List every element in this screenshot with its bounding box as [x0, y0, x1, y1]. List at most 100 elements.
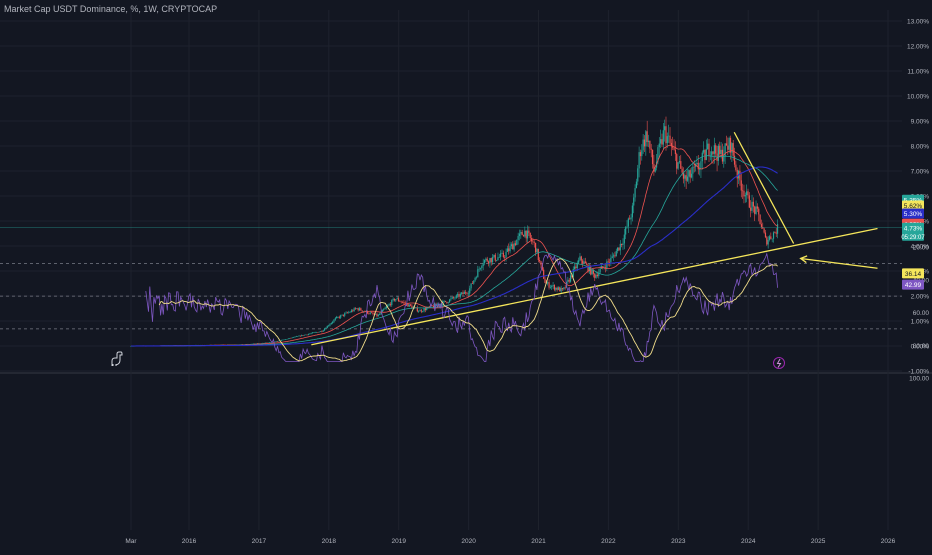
candle-body — [439, 303, 441, 306]
candle-body — [760, 224, 763, 227]
candle-body — [334, 318, 336, 320]
candle-body — [638, 152, 640, 169]
candle-body — [327, 325, 330, 327]
candle-body — [344, 313, 346, 316]
candle-body — [254, 343, 256, 345]
candle-body — [514, 243, 517, 246]
candle-body — [255, 343, 257, 344]
candle-body — [568, 279, 570, 282]
candle-body — [731, 143, 733, 153]
lightning-icon-ring[interactable] — [773, 357, 785, 369]
candle-body — [493, 254, 495, 258]
candle-body — [280, 339, 283, 341]
candle-body — [677, 162, 679, 169]
candle-body — [302, 335, 304, 336]
candle-body — [665, 126, 667, 144]
candle-body — [516, 239, 518, 246]
candle-body — [267, 342, 269, 344]
candle-body — [264, 342, 267, 344]
price-tick-label: 1.00% — [911, 319, 930, 326]
candle-body — [518, 233, 521, 237]
candle-body — [743, 190, 745, 197]
candle-body — [626, 226, 628, 228]
ma-blue-line — [131, 166, 778, 347]
candle-body — [649, 140, 651, 149]
ma-blue-price-tag: 5.30% — [904, 211, 923, 218]
candle-body — [750, 207, 752, 211]
candle-body — [424, 308, 426, 311]
candle-body — [372, 312, 374, 314]
candle-body — [719, 145, 721, 155]
candle-body — [618, 247, 620, 251]
candle-body — [428, 306, 431, 308]
candle-body — [602, 266, 604, 268]
candle-body — [403, 302, 405, 303]
candle-body — [448, 299, 451, 303]
candle-body — [283, 339, 285, 341]
candle-body — [332, 321, 334, 323]
candle-body — [337, 316, 339, 318]
trendline-falling-resistance[interactable] — [733, 131, 795, 244]
candle-body — [297, 336, 299, 337]
candle-body — [416, 307, 418, 312]
candle-body — [569, 275, 572, 282]
ma-blue-price-tag-box — [902, 208, 924, 219]
candle-body — [615, 251, 617, 257]
candle-body — [647, 140, 650, 142]
countdown-label: 05:29:07 — [901, 235, 925, 241]
candle-body — [251, 343, 253, 345]
candle-body — [670, 142, 672, 147]
candle-body — [744, 195, 746, 197]
candle-body — [606, 261, 608, 269]
candle-body — [291, 337, 293, 339]
candle-body — [345, 312, 347, 314]
candle-body — [260, 343, 262, 344]
candle-body — [564, 287, 566, 289]
candle-body — [572, 268, 574, 278]
rsi-arrow-shaft[interactable] — [800, 257, 878, 269]
candle-body — [548, 282, 550, 288]
candle-body — [466, 293, 468, 295]
candle-body — [252, 343, 254, 345]
candle-body — [547, 282, 549, 284]
rsi-ma-value-label: 36.14 — [905, 271, 922, 278]
chart-title: Market Cap USDT Dominance, %, 1W, CRYPTO… — [4, 4, 218, 14]
time-tick-label: 2021 — [531, 538, 546, 545]
candle-body — [342, 314, 344, 316]
candle-body — [263, 342, 265, 344]
candle-body — [395, 299, 397, 301]
candle-body — [764, 232, 767, 238]
candle-body — [703, 150, 705, 153]
candle-body — [748, 195, 750, 208]
candle-body — [422, 311, 424, 312]
candle-body — [768, 236, 771, 240]
candle-body — [350, 310, 353, 313]
candle-body — [704, 150, 706, 160]
candle-body — [274, 341, 276, 343]
candle-body — [641, 150, 643, 157]
candle-body — [306, 334, 308, 336]
candle-body — [729, 137, 732, 153]
candle-body — [376, 313, 378, 317]
candle-body — [592, 270, 595, 274]
candle-body — [482, 263, 484, 267]
candle-body — [349, 312, 351, 313]
candle-body — [733, 155, 736, 165]
candle-body — [537, 248, 539, 260]
candle-body — [771, 238, 773, 240]
candle-body — [409, 304, 412, 306]
candle-body — [555, 287, 557, 290]
candle-body — [533, 242, 535, 243]
rsi-value-label: 42.99 — [905, 282, 922, 289]
candle-body — [486, 258, 488, 262]
candle-body — [411, 305, 413, 309]
candle-body — [389, 304, 392, 306]
candle-body — [689, 170, 691, 178]
candle-body — [340, 315, 342, 318]
candle-body — [552, 285, 554, 287]
candle-body — [700, 161, 702, 170]
price-tick-label: 0.00% — [911, 344, 930, 351]
candle-body — [361, 310, 363, 312]
